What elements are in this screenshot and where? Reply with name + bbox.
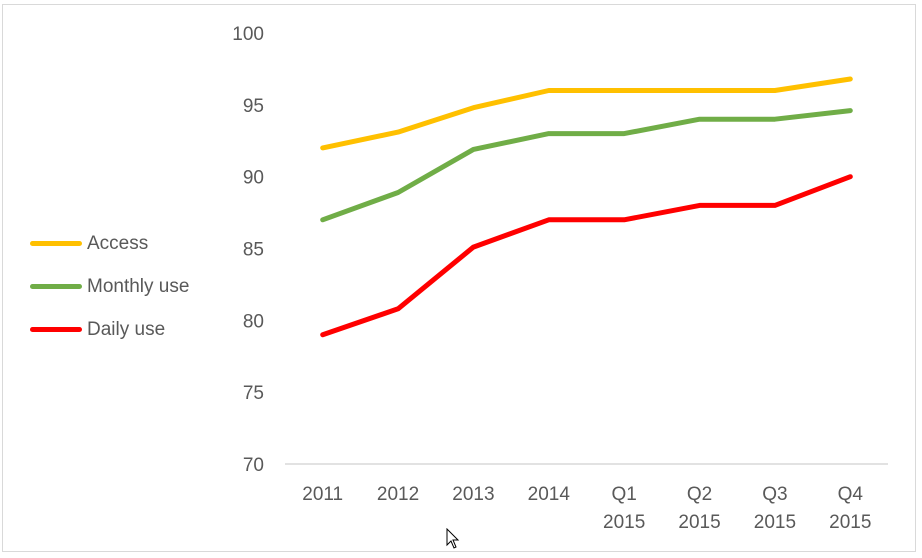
- chart-frame: [2, 4, 916, 552]
- x-tick-label: Q2 2015: [678, 484, 720, 533]
- x-tick-label: 2013: [452, 484, 494, 505]
- legend-swatch-daily-use: [30, 327, 82, 332]
- series-line-daily-use: [320, 174, 853, 338]
- legend-label-access: Access: [87, 232, 149, 254]
- legend-swatch-monthly-use: [30, 284, 82, 289]
- series-line-access: [320, 76, 853, 151]
- legend: Access Monthly use Daily use: [30, 222, 189, 351]
- x-tick-label: 2011: [302, 484, 343, 505]
- mouse-cursor-icon: [446, 528, 460, 549]
- series-lines: [320, 76, 853, 338]
- y-tick-label: 75: [243, 383, 264, 404]
- x-tick-label: Q1 2015: [603, 484, 645, 533]
- series-line-monthly-use: [320, 108, 853, 223]
- x-tick-label: 2012: [377, 484, 419, 505]
- legend-item-monthly-use: Monthly use: [30, 265, 189, 308]
- legend-swatch-access: [30, 241, 82, 246]
- y-axis-tick-labels: 70 75 80 85 90 95 100: [232, 24, 264, 476]
- legend-label-monthly-use: Monthly use: [87, 275, 190, 297]
- legend-item-daily-use: Daily use: [30, 308, 189, 351]
- x-tick-label: Q4 2015: [829, 484, 871, 533]
- y-tick-label: 85: [243, 240, 264, 261]
- x-tick-label: 2014: [528, 484, 571, 505]
- x-tick-label: Q3 2015: [754, 484, 796, 533]
- y-tick-label: 80: [243, 311, 264, 332]
- x-axis-tick-labels: 2011 2012 2013 2014 Q1 2015 Q2 2015 Q3 2015 Q4 2015: [302, 484, 871, 533]
- legend-label-daily-use: Daily use: [87, 318, 166, 340]
- y-tick-label: 100: [232, 24, 264, 45]
- legend-item-access: Access: [30, 222, 189, 265]
- y-tick-label: 95: [243, 96, 264, 117]
- y-tick-label: 70: [243, 455, 264, 476]
- y-tick-label: 90: [243, 168, 264, 189]
